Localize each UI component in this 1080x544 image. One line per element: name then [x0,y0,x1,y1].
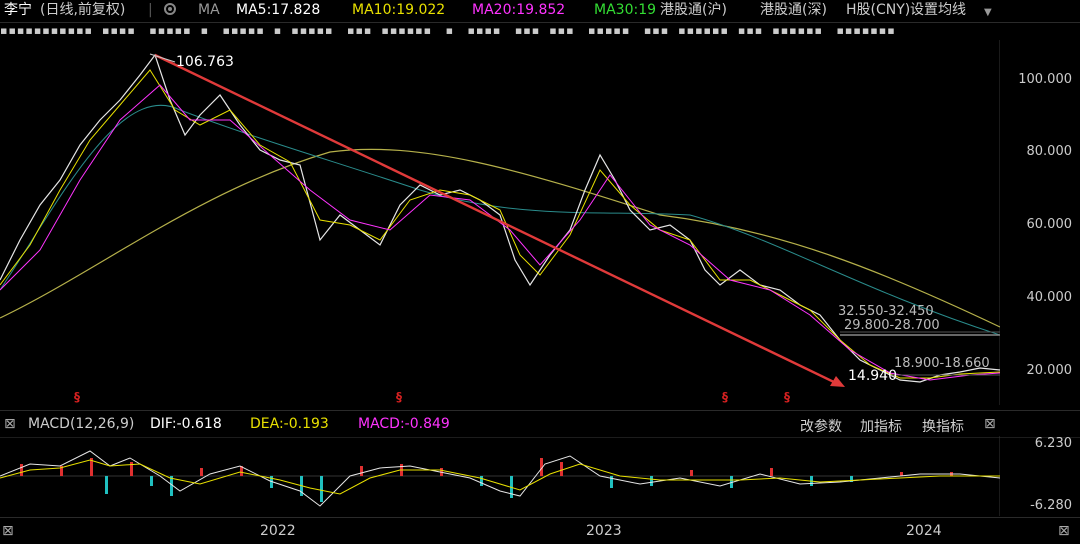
scroll-right-icon[interactable]: ⊠ [1058,523,1070,539]
macd-chart[interactable] [0,436,1000,516]
dif-value: DIF:-0.618 [150,416,222,432]
dea-value: DEA:-0.193 [250,416,329,432]
switch-indicator-button[interactable]: 换指标 [922,419,964,435]
trend-arrowhead [830,376,845,387]
signal-marker[interactable]: § [784,390,790,404]
macd-value: MACD:-0.849 [358,416,450,432]
set-ma-button[interactable]: 设置均线 [910,2,966,18]
year-label: 2023 [586,523,622,539]
signal-marker[interactable]: § [396,390,402,404]
ma30-value: MA30:19 [594,2,657,18]
range-label-3: 18.900-18.660 [894,356,990,371]
link-hk-sh[interactable]: 港股通(沪) [660,2,727,18]
chevron-down-icon[interactable]: ▼ [984,7,992,18]
ma5-value: MA5:17.828 [236,2,321,18]
tick-label: 80.000 [1026,144,1073,159]
tick-label: 100.000 [1018,72,1072,87]
tick-label: 40.000 [1026,290,1073,305]
macd-label[interactable]: MACD(12,26,9) [28,416,135,432]
scroll-left-icon[interactable]: ⊠ [2,523,14,539]
macd-header: ⊠ MACD(12,26,9) DIF:-0.618 DEA:-0.193 MA… [0,410,1080,438]
time-axis: ⊠ 2022 2023 2024 ⊠ [0,517,1080,544]
year-label: 2024 [906,523,942,539]
high-price-label: 106.763 [176,54,234,70]
macd-axis-top: 6.230 [1034,436,1072,451]
close-icon[interactable]: ⊠ [4,416,16,432]
year-label: 2022 [260,523,296,539]
edit-params-button[interactable]: 改参数 [800,419,842,435]
range-label-1: 32.550-32.450 [838,304,934,319]
ma20-value: MA20:19.852 [472,2,566,18]
h-share-link[interactable]: H股(CNY) [846,2,911,18]
high-marker-line [149,53,176,63]
tick-label: 60.000 [1026,217,1073,232]
ma-long-line [0,148,1000,328]
add-indicator-button[interactable]: 加指标 [860,419,902,435]
price-chart[interactable] [0,40,1000,405]
ma10-value: MA10:19.022 [352,2,446,18]
divider: | [148,2,153,18]
chart-header: 李宁 (日线,前复权) | MA MA5:17.828 MA10:19.022 … [0,0,1080,23]
signal-marker[interactable]: § [74,390,80,404]
trend-line [154,53,839,386]
stock-name[interactable]: 李宁 [4,2,32,18]
signal-markers: ▪▪▪▪▪▪▪▪▪▪▪ ▪▪▪▪ ▪▪▪▪▪ ▪ ▪▪▪▪▪ ▪ ▪▪▪▪▪ ▪… [0,24,896,37]
dea-line [0,459,1000,495]
range-label-2: 29.800-28.700 [844,318,940,333]
macd-axis-bottom: -6.280 [1030,498,1072,513]
gear-icon[interactable] [162,1,178,22]
tick-label: 20.000 [1026,363,1073,378]
ma-mid-line [0,104,1000,336]
chart-mode[interactable]: (日线,前复权) [40,2,126,18]
low-price-label: 14.940 [848,368,897,384]
macd-axis: 6.230 -6.280 [1000,436,1080,516]
signal-marker-row: ▪▪▪▪▪▪▪▪▪▪▪ ▪▪▪▪ ▪▪▪▪▪ ▪ ▪▪▪▪▪ ▪ ▪▪▪▪▪ ▪… [0,22,1080,40]
price-axis: 100.000 80.000 60.000 40.000 20.000 [1000,40,1080,405]
close-icon[interactable]: ⊠ [984,416,996,432]
signal-marker[interactable]: § [722,390,728,404]
link-hk-sz[interactable]: 港股通(深) [760,2,827,18]
price-line [0,53,1000,383]
ma-label: MA [198,2,220,18]
ma20-line [0,84,1000,381]
ma10-line [0,69,1000,379]
